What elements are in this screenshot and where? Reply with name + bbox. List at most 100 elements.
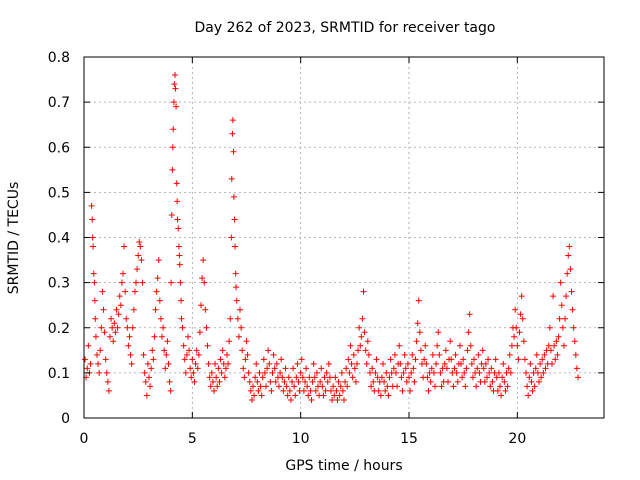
data-point: [172, 72, 178, 79]
data-point: [166, 378, 173, 385]
data-point: [335, 378, 342, 385]
data-point: [205, 360, 212, 367]
data-point: [133, 279, 139, 286]
data-point: [125, 342, 132, 349]
data-point: [173, 103, 180, 110]
data-point: [541, 351, 548, 358]
x-tick-label: 5: [188, 431, 197, 447]
data-point: [104, 378, 111, 385]
data-point: [175, 225, 182, 232]
data-point: [403, 378, 410, 385]
data-point: [172, 85, 179, 92]
data-point: [120, 270, 126, 277]
x-tick-label: 10: [292, 431, 310, 447]
data-point: [179, 324, 186, 331]
data-point: [118, 279, 125, 286]
data-point: [170, 126, 177, 133]
data-point: [160, 324, 167, 331]
data-point: [346, 369, 353, 376]
data-point: [383, 369, 390, 376]
data-point: [176, 252, 183, 259]
data-point: [159, 333, 165, 340]
data-point: [506, 351, 513, 358]
y-tick-label: 0.5: [48, 185, 70, 201]
data-point: [231, 216, 238, 223]
data-point: [390, 365, 397, 372]
data-point: [416, 329, 423, 336]
data-point: [230, 148, 237, 155]
data-point: [331, 392, 338, 399]
data-point: [401, 351, 408, 358]
data-point: [130, 306, 137, 313]
data-point: [238, 324, 245, 331]
data-point: [363, 360, 370, 367]
data-point: [386, 374, 393, 381]
data-point: [338, 369, 345, 376]
data-point: [442, 347, 449, 354]
data-point: [229, 117, 236, 124]
data-point: [367, 369, 373, 376]
data-point: [154, 275, 161, 282]
data-point: [337, 383, 344, 390]
data-point: [460, 356, 467, 363]
data-point: [195, 351, 202, 358]
data-point: [354, 360, 360, 367]
data-point: [385, 392, 392, 399]
data-point: [473, 383, 480, 390]
data-point: [554, 351, 561, 358]
data-point: [323, 369, 330, 376]
data-point: [479, 347, 486, 354]
data-point: [199, 275, 206, 282]
data-point: [251, 392, 258, 399]
data-point: [89, 234, 96, 241]
data-point: [571, 338, 578, 345]
data-point: [176, 261, 183, 268]
data-point: [451, 365, 458, 372]
data-point: [552, 356, 559, 363]
data-point: [204, 342, 211, 349]
data-point: [345, 356, 352, 363]
data-point: [168, 211, 175, 218]
data-point: [99, 288, 106, 295]
data-point: [362, 347, 369, 354]
data-point: [216, 378, 223, 385]
data-point: [113, 306, 120, 313]
data-point: [271, 365, 278, 372]
data-point: [165, 360, 172, 367]
data-point: [285, 374, 292, 381]
data-point: [467, 342, 474, 349]
data-point: [464, 347, 471, 354]
data-point: [291, 383, 298, 390]
y-tick-label: 0.1: [48, 366, 70, 382]
data-point: [422, 342, 429, 349]
data-point: [555, 333, 562, 340]
data-point: [459, 374, 466, 381]
y-tick-label: 0.2: [48, 321, 70, 337]
data-point: [211, 387, 217, 394]
data-point: [122, 288, 129, 295]
data-point: [569, 306, 576, 313]
data-point: [152, 306, 159, 313]
data-point: [229, 130, 236, 137]
data-point: [127, 351, 134, 358]
data-point: [140, 351, 147, 358]
data-point: [225, 360, 232, 367]
data-point: [173, 180, 180, 187]
data-point: [162, 365, 169, 372]
data-point: [434, 342, 441, 349]
data-point: [549, 360, 555, 367]
data-point: [481, 378, 488, 385]
data-point: [511, 333, 518, 340]
data-point: [351, 365, 358, 372]
data-point: [329, 396, 336, 403]
data-point: [350, 351, 357, 358]
data-point: [465, 329, 472, 336]
data-point: [512, 306, 519, 313]
data-point: [96, 369, 103, 376]
data-point: [282, 365, 289, 372]
data-point: [406, 374, 412, 381]
y-tick-label: 0.8: [48, 50, 70, 66]
data-point: [107, 333, 113, 340]
data-point: [277, 369, 284, 376]
data-point: [281, 378, 288, 385]
